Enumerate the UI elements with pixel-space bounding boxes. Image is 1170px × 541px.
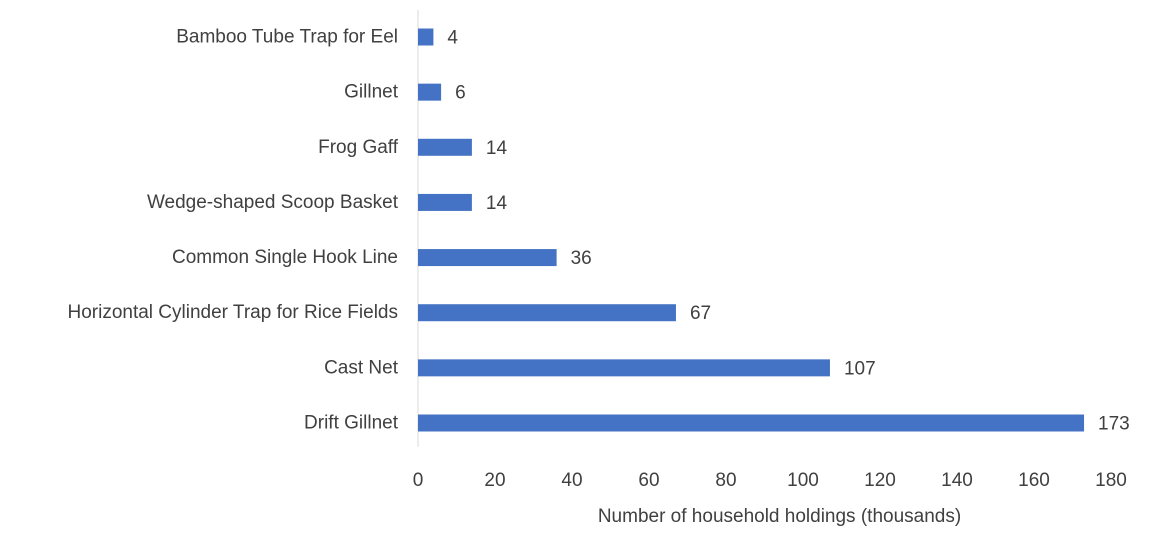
data-label: 6 (455, 83, 466, 104)
data-label: 4 (447, 28, 458, 49)
category-label: Cast Net (324, 357, 399, 378)
x-tick-label: 0 (413, 470, 424, 491)
x-axis-ticks: 0 20 40 60 80 100 120 140 160 180 (413, 470, 1127, 491)
x-tick-label: 180 (1095, 470, 1127, 491)
bar (418, 249, 557, 267)
data-label: 14 (486, 193, 508, 214)
x-tick-label: 160 (1018, 470, 1050, 491)
bar (418, 193, 472, 211)
x-tick-label: 140 (941, 470, 973, 491)
x-axis-title: Number of household holdings (thousands) (598, 506, 961, 527)
data-label: 36 (571, 248, 592, 269)
bar (418, 83, 442, 101)
category-labels: Drift Gillnet Cast Net Horizontal Cylinder… (67, 27, 398, 434)
bar (418, 138, 472, 156)
x-tick-label: 60 (638, 470, 659, 491)
data-label: 14 (486, 138, 508, 159)
category-label: Gillnet (344, 82, 399, 103)
x-tick-label: 100 (787, 470, 819, 491)
category-label: Wedge-shaped Scoop Basket (147, 192, 399, 213)
category-label: Drift Gillnet (304, 413, 399, 434)
bar (418, 414, 1085, 432)
category-label: Frog Gaff (318, 137, 399, 158)
x-tick-label: 40 (561, 470, 582, 491)
data-label: 107 (844, 358, 876, 379)
data-label: 173 (1098, 414, 1130, 435)
data-labels: 173 107 67 36 14 14 6 4 (447, 28, 1129, 435)
x-tick-label: 20 (484, 470, 505, 491)
bars (418, 28, 1085, 432)
bar (418, 28, 434, 46)
data-label: 67 (690, 303, 711, 324)
bar (418, 304, 676, 322)
category-label: Bamboo Tube Trap for Eel (176, 27, 398, 48)
x-tick-label: 80 (715, 470, 736, 491)
category-label: Horizontal Cylinder Trap for Rice Fields (67, 302, 398, 323)
bar (418, 359, 830, 377)
x-tick-label: 120 (864, 470, 896, 491)
category-label: Common Single Hook Line (172, 247, 398, 268)
